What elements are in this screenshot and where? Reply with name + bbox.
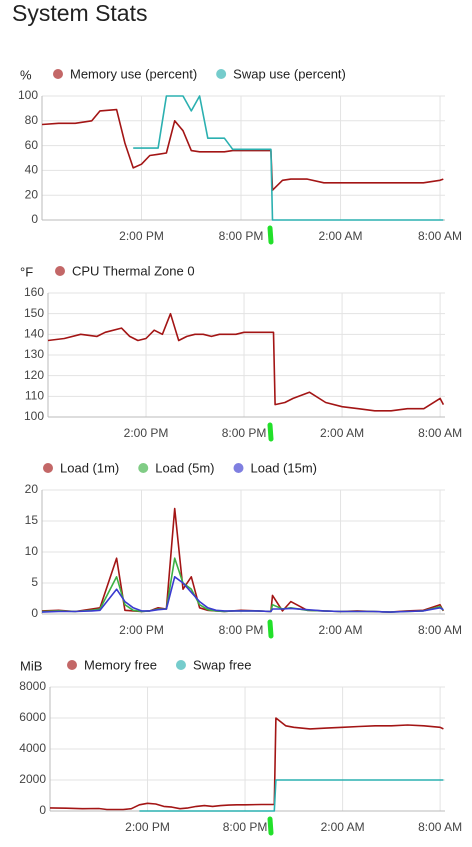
y-tick-label: 2000: [19, 772, 46, 786]
x-tick-label: 8:00 PM: [219, 229, 264, 243]
y-tick-label: 130: [24, 347, 44, 361]
y-tick-label: 120: [24, 368, 44, 382]
y-tick-label: 20: [25, 187, 39, 201]
legend-swatch: [55, 266, 65, 276]
legend-label: Load (15m): [251, 460, 317, 475]
y-tick-label: 6000: [19, 710, 46, 724]
event-marker: [267, 225, 274, 245]
x-tick-label: 2:00 PM: [119, 229, 164, 243]
y-tick-label: 0: [31, 212, 38, 226]
page-title: System Stats: [12, 0, 147, 26]
y-tick-label: 5: [31, 575, 38, 589]
y-tick-label: 80: [25, 113, 39, 127]
y-tick-label: 160: [24, 285, 44, 299]
series-line: [41, 507, 445, 613]
series-line: [41, 108, 444, 191]
legend-swatch: [53, 69, 63, 79]
y-tick-label: 60: [25, 138, 39, 152]
y-axis-unit: °F: [20, 264, 33, 279]
x-tick-label: 8:00 PM: [219, 623, 264, 637]
x-tick-label: 2:00 PM: [119, 623, 164, 637]
y-tick-label: 0: [39, 803, 46, 817]
x-tick-label: 8:00 AM: [418, 426, 462, 440]
y-tick-label: 150: [24, 306, 44, 320]
series-line: [139, 779, 444, 812]
legend-swatch: [233, 463, 244, 473]
legend-swatch: [138, 463, 149, 473]
legend-label: Memory free: [84, 657, 157, 672]
legend-label: Memory use (percent): [70, 66, 197, 81]
x-tick-label: 8:00 PM: [222, 426, 267, 440]
series-line: [133, 95, 444, 221]
legend-label: Load (5m): [155, 460, 214, 475]
x-tick-label: 8:00 AM: [418, 623, 462, 637]
legend-swatch: [67, 660, 77, 670]
y-tick-label: 8000: [19, 679, 46, 693]
x-tick-label: 2:00 AM: [320, 426, 364, 440]
y-tick-label: 110: [25, 389, 44, 403]
y-tick-label: 0: [31, 606, 38, 620]
legend-label: Load (1m): [60, 460, 119, 475]
y-tick-label: 15: [25, 513, 39, 527]
y-tick-label: 140: [24, 327, 44, 341]
y-tick-label: 10: [25, 544, 39, 558]
series-line: [41, 557, 444, 613]
y-tick-label: 100: [24, 409, 44, 423]
x-tick-label: 8:00 PM: [223, 820, 268, 834]
x-tick-label: 2:00 PM: [124, 426, 169, 440]
legend-label: CPU Thermal Zone 0: [72, 263, 195, 278]
series-line: [47, 312, 445, 412]
legend-swatch: [175, 660, 186, 670]
y-tick-label: 20: [25, 482, 39, 496]
series-line: [41, 576, 444, 613]
y-tick-label: 40: [25, 163, 39, 177]
y-tick-label: 4000: [19, 741, 46, 755]
legend-label: Swap free: [193, 657, 252, 672]
x-tick-label: 2:00 AM: [319, 623, 363, 637]
event-marker: [267, 422, 274, 442]
event-marker: [267, 619, 274, 639]
x-tick-label: 2:00 PM: [125, 820, 170, 834]
y-tick-label: 100: [18, 88, 38, 102]
x-tick-label: 2:00 AM: [319, 229, 363, 243]
x-tick-label: 2:00 AM: [321, 820, 365, 834]
series-line: [49, 717, 444, 811]
legend-label: Swap use (percent): [233, 66, 346, 81]
x-tick-label: 8:00 AM: [418, 820, 462, 834]
y-axis-unit: %: [20, 67, 32, 82]
legend-swatch: [43, 463, 53, 473]
x-tick-label: 8:00 AM: [418, 229, 462, 243]
event-marker: [267, 816, 274, 836]
legend-swatch: [216, 69, 227, 79]
y-axis-unit: MiB: [20, 658, 42, 673]
